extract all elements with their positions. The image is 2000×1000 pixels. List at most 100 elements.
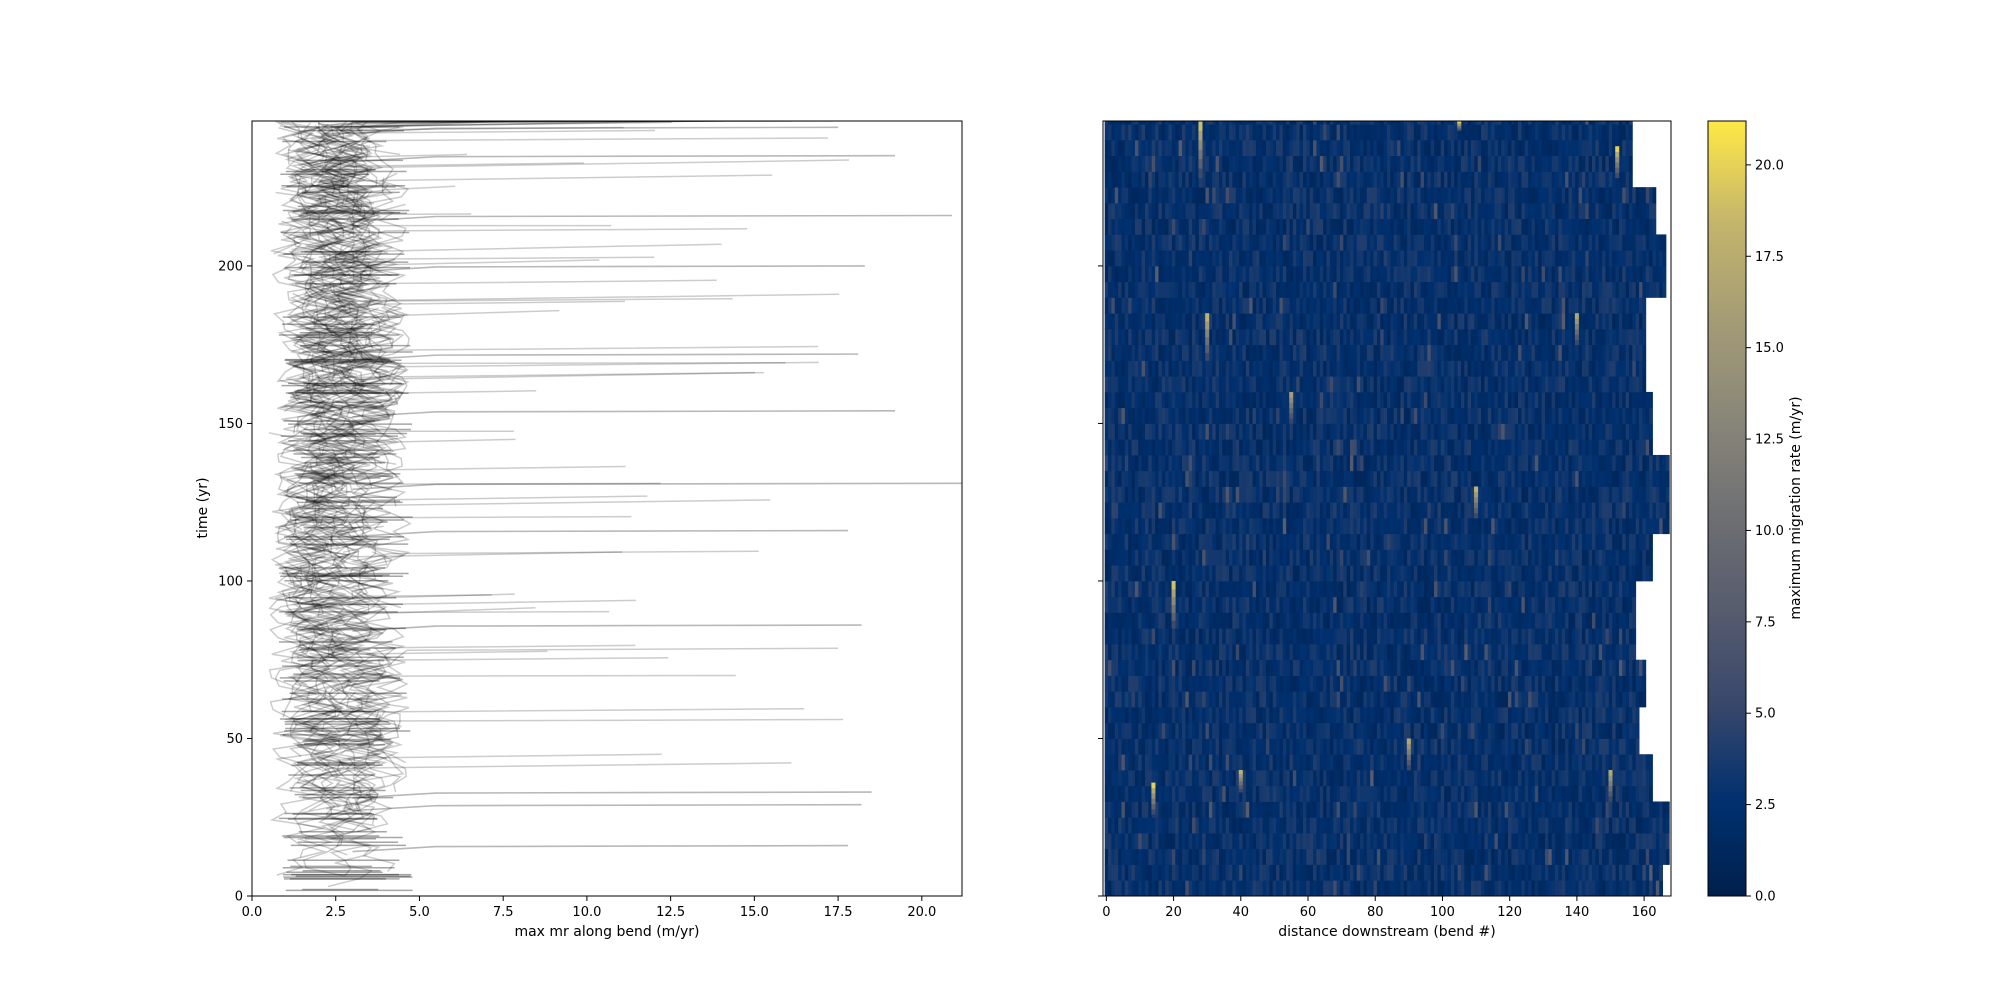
heatmap-cell [1484, 832, 1489, 850]
heatmap-cell [1323, 486, 1327, 503]
heatmap-cell [1450, 832, 1455, 850]
heatmap-cell [1114, 691, 1119, 708]
heatmap-cell [1212, 722, 1216, 739]
heatmap-cell [1655, 470, 1660, 487]
heatmap-cell [1376, 596, 1381, 613]
heatmap-cell [1181, 549, 1186, 566]
heatmap-cell [1262, 722, 1267, 739]
heatmap-cell [1622, 470, 1627, 487]
heatmap-cell [1350, 801, 1354, 818]
heatmap-cell [1538, 580, 1543, 598]
heatmap-cell [1504, 486, 1509, 503]
heatmap-cell [1407, 722, 1411, 739]
heatmap-cell [1282, 880, 1287, 896]
heatmap-cell [1450, 628, 1455, 645]
heatmap-cell [1444, 722, 1448, 739]
heatmap-cell [1208, 486, 1213, 503]
heatmap-cell [1592, 801, 1596, 818]
heatmap-cell [1148, 706, 1153, 724]
heatmap-cell [1255, 832, 1260, 850]
heatmap-cell [1138, 675, 1143, 692]
heatmap-cell [1457, 486, 1462, 503]
heatmap-cell [1551, 848, 1556, 865]
heatmap-cell [1551, 864, 1556, 881]
heatmap-cell [1511, 880, 1516, 896]
heatmap-cell [1296, 738, 1301, 755]
bend-series-line [353, 620, 410, 764]
heatmap-cell [1161, 580, 1166, 598]
heatmap-cell [1121, 628, 1126, 645]
heatmap-cell [1215, 817, 1220, 834]
heatmap-cell [1145, 628, 1149, 645]
heatmap-cell [1538, 675, 1543, 692]
heatmap-cell [1282, 580, 1287, 598]
heatmap-cell [1134, 785, 1139, 802]
heatmap-cell [1538, 785, 1543, 802]
heatmap-cell [1494, 738, 1499, 755]
heatmap-cell [1440, 533, 1445, 550]
heatmap-cell [1326, 785, 1331, 802]
heatmap-cell [1108, 565, 1112, 582]
heatmap-cell [1565, 880, 1569, 896]
heatmap-cell [1205, 517, 1210, 535]
heatmap-cell [1259, 722, 1264, 739]
heatmap-cell [1306, 486, 1311, 503]
heatmap-cell [1323, 817, 1327, 834]
heatmap-cell [1299, 470, 1304, 487]
heatmap-cell [1645, 801, 1650, 818]
heatmap-cell [1306, 454, 1311, 472]
heatmap-cell [1531, 565, 1536, 582]
heatmap-cell [1383, 738, 1388, 755]
heatmap-cell [1595, 502, 1600, 519]
heatmap-cell [1484, 817, 1489, 834]
heatmap-cell [1141, 565, 1146, 582]
heatmap-cell [1242, 612, 1247, 629]
heatmap-cell [1229, 628, 1233, 645]
heatmap-cell [1588, 675, 1593, 692]
heatmap-cell [1145, 565, 1149, 582]
heatmap-cell [1306, 785, 1311, 802]
heatmap-cell [1568, 738, 1573, 755]
heatmap-cell [1440, 691, 1445, 708]
heatmap-cell [1575, 801, 1579, 818]
heatmap-cell [1262, 470, 1267, 487]
heatmap-cell [1622, 691, 1627, 708]
heatmap-cell [1423, 502, 1428, 519]
heatmap-cell [1511, 612, 1516, 629]
heatmap-cell [1649, 880, 1653, 896]
heatmap-cell [1477, 880, 1482, 896]
heatmap-cell [1494, 565, 1499, 582]
heatmap-cell [1212, 486, 1216, 503]
heatmap-cell [1336, 801, 1341, 818]
heatmap-cell [1548, 691, 1553, 708]
heatmap-cell [1104, 691, 1109, 708]
heatmap-cell [1625, 565, 1630, 582]
heatmap-cell [1292, 675, 1297, 692]
heatmap-cell [1464, 596, 1469, 613]
heatmap-cell [1185, 880, 1190, 896]
heatmap-cell [1195, 612, 1200, 629]
heatmap-cell [1568, 517, 1573, 535]
heatmap-cell [1292, 832, 1297, 850]
heatmap-cell [1618, 864, 1623, 881]
heatmap-cell [1565, 454, 1569, 472]
heatmap-cell [1350, 580, 1354, 598]
heatmap-cell [1575, 832, 1579, 850]
heatmap-cell [1544, 549, 1549, 566]
heatmap-cell [1605, 596, 1610, 613]
heatmap-cell [1410, 502, 1415, 519]
heatmap-cell [1625, 502, 1630, 519]
heatmap-cell [1575, 754, 1579, 771]
heatmap-cell [1511, 565, 1516, 582]
heatmap-cell [1423, 454, 1428, 472]
heatmap-cell [1477, 549, 1482, 566]
heatmap-cell [1413, 454, 1418, 472]
heatmap-cell [1635, 817, 1640, 834]
heatmap-cell [1467, 454, 1472, 472]
heatmap-cell [1534, 533, 1539, 550]
heatmap-cell [1514, 549, 1519, 566]
heatmap-cell [1571, 691, 1576, 708]
heatmap-cell [1104, 439, 1109, 456]
heatmap-cell [1158, 565, 1163, 582]
heatmap-cell [1225, 486, 1230, 503]
